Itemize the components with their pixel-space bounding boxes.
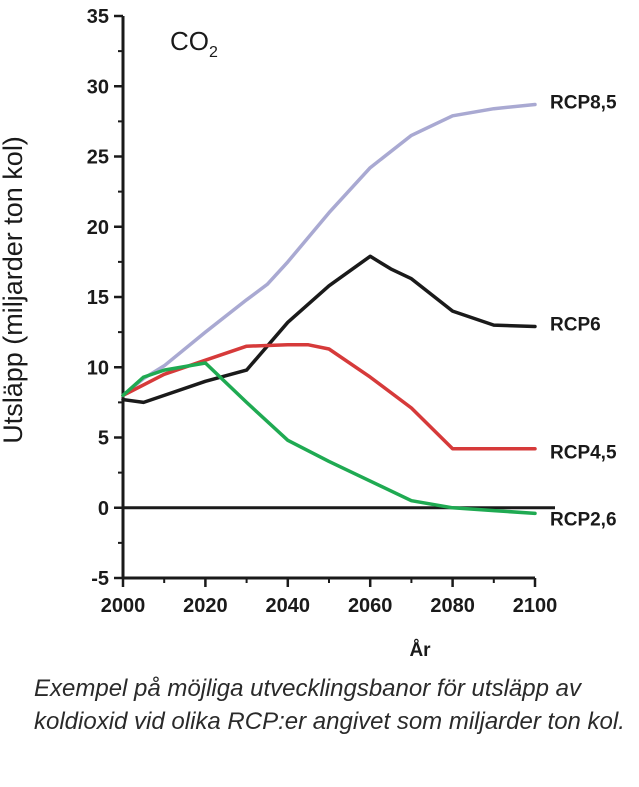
series-lines: [121, 102, 537, 516]
x-tick-label: 2020: [183, 595, 228, 617]
figure-caption: Exempel på möjliga utvecklingsbanor för …: [34, 675, 625, 735]
y-tick-label: 25: [87, 147, 109, 169]
co2-annotation: CO2: [170, 26, 218, 61]
y-tick-label: -5: [91, 568, 109, 590]
y-tick-label: 0: [98, 498, 109, 520]
series-line-rcp4-5: [121, 343, 537, 451]
series-line-rcp8-5: [121, 102, 537, 398]
y-tick-label: 10: [87, 357, 109, 379]
y-tick-label: 15: [87, 287, 109, 309]
x-tick-label: 2080: [430, 595, 475, 617]
series-label-rcp2-6: RCP2,6: [550, 509, 617, 530]
y-tick-label: 20: [87, 217, 109, 239]
series-label-rcp4-5: RCP4,5: [550, 443, 617, 464]
x-tick-label: 2040: [266, 595, 311, 617]
y-axis-title: Utsläpp (miljarder ton kol): [0, 136, 28, 444]
y-tick-label: 5: [98, 428, 109, 450]
axes: -5 0 5 10 15 20 25 30 35 2000 2020 2040 2060 2080 2100: [87, 6, 558, 617]
series-label-rcp6: RCP6: [550, 315, 601, 336]
series-line-rcp6: [121, 254, 537, 405]
y-tick-label: 30: [87, 76, 109, 98]
series-line-rcp2-6: [121, 361, 537, 516]
emissions-chart: -5 0 5 10 15 20 25 30 35 2000 2020 2040 2060 2080 2100…: [0, 6, 617, 661]
series-labels: RCP8,5 RCP6 RCP4,5 RCP2,6: [550, 93, 617, 531]
x-tick-label: 2000: [101, 595, 146, 617]
x-tick-label: 2060: [348, 595, 393, 617]
x-axis-title: År: [409, 640, 431, 661]
x-tick-label: 2100: [513, 595, 558, 617]
series-label-rcp8-5: RCP8,5: [550, 93, 617, 114]
y-tick-label: 35: [87, 6, 109, 28]
